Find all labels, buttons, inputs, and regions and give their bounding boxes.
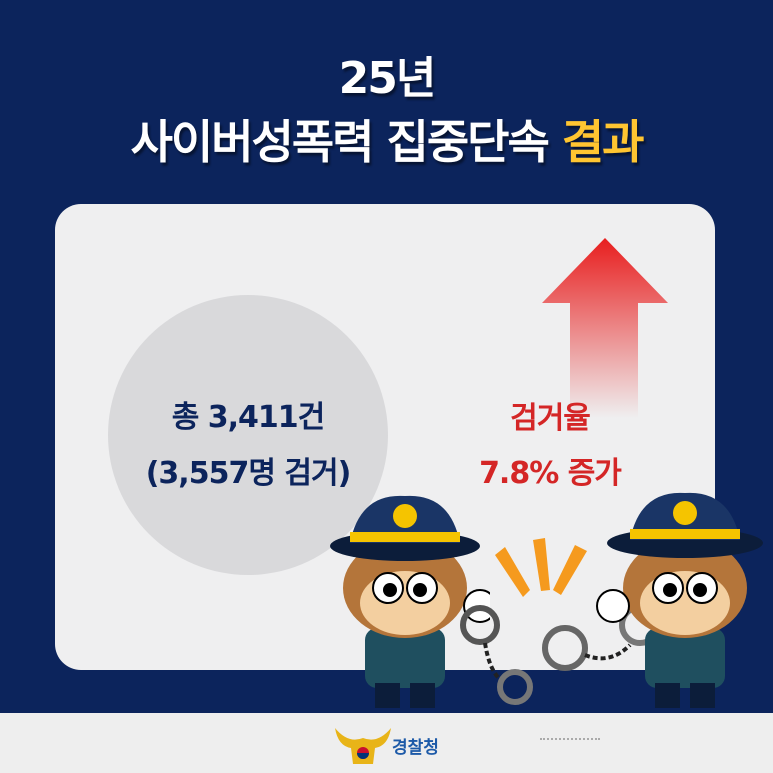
page-title: 사이버성폭력 집중단속 결과 bbox=[0, 106, 773, 172]
police-emblem-icon bbox=[335, 728, 391, 764]
title-highlight: 결과 bbox=[561, 115, 645, 169]
logo-text: 경찰청 bbox=[392, 738, 439, 758]
title-main: 사이버성폭력 집중단속 bbox=[130, 115, 550, 169]
cropped-footer-text bbox=[540, 736, 600, 742]
up-arrow-icon bbox=[542, 238, 668, 418]
year-heading: 25년 bbox=[338, 53, 437, 104]
rate-label: 검거율 bbox=[510, 401, 591, 436]
arrested-count: (3,557명 검거) bbox=[145, 456, 352, 491]
police-character-right bbox=[596, 492, 763, 708]
rate-change: 7.8% 증가 bbox=[479, 456, 622, 491]
footer-bar bbox=[0, 713, 773, 773]
stats-circle bbox=[108, 295, 388, 575]
police-character-left bbox=[330, 495, 490, 708]
handcuffs-icon bbox=[460, 605, 533, 705]
emphasis-lines-icon bbox=[495, 538, 587, 597]
total-cases: 총 3,411건 bbox=[171, 400, 326, 435]
